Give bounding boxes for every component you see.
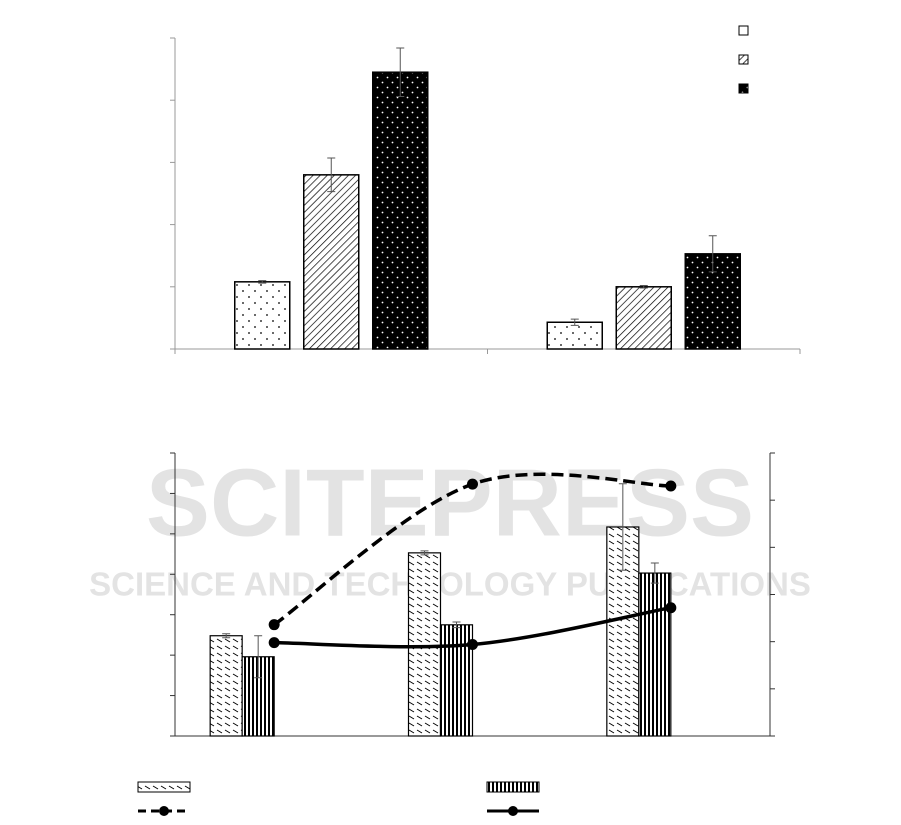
bar [209,635,243,737]
watermark: SCITEPRESS [146,449,754,556]
error-bar [452,621,461,629]
error-bar [618,483,627,571]
legend-swatch [137,781,191,793]
legend-swatch [159,806,169,816]
error-bar [708,235,717,273]
error-bar [650,562,659,584]
line-point [467,638,478,650]
legend-swatch [508,806,518,816]
legend-swatch [738,25,749,36]
error-bar [420,550,429,556]
error-bar [570,318,579,326]
error-bar [222,633,231,639]
watermark: SCIENCE AND TECHNOLOGY PUBLICATIONS [89,566,811,603]
bar [638,572,672,737]
error-bar [254,635,263,679]
line-point [665,480,677,492]
legend-swatch [486,781,540,793]
bar [407,552,442,737]
bar [439,624,474,737]
legend-bottom [137,781,540,816]
line-point [268,637,280,649]
legend-top [738,25,749,94]
line-point [268,619,280,631]
bar [615,286,672,350]
error-bar [258,280,267,284]
legend-swatch [738,54,749,65]
bar [303,174,360,350]
legend-swatch [738,83,749,94]
bar [546,321,603,350]
error-bar [396,47,405,97]
error-bar [639,285,648,289]
bar [372,71,429,350]
line-point [665,602,677,614]
error-bar [327,157,336,193]
line-point [467,478,478,490]
bar [234,281,291,350]
